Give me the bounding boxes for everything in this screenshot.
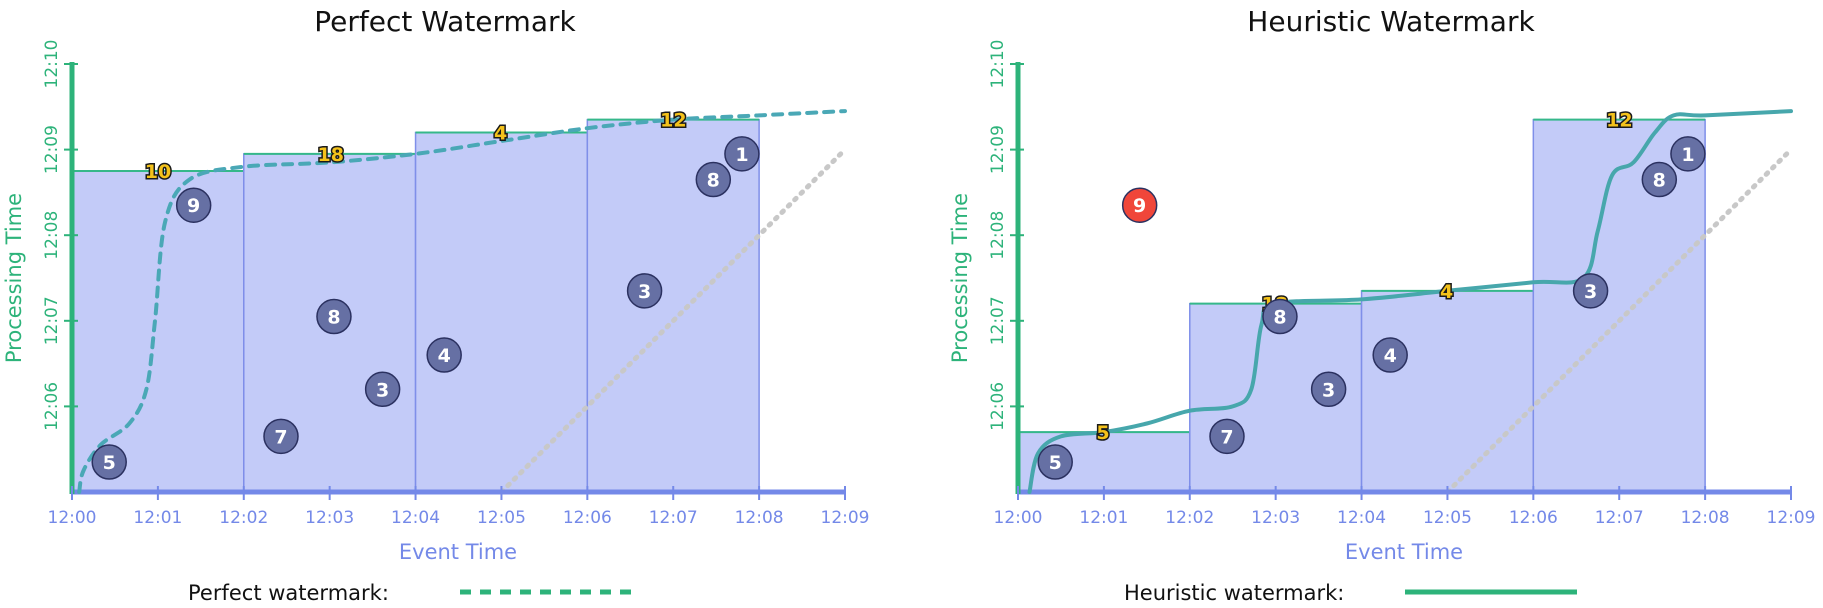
pane-result-label: 5 [1096, 422, 1109, 444]
chart-marks: 12:00 12:01 12:02 12:03 12:04 12:05 12:06 12:07… [42, 40, 870, 529]
data-point [426, 337, 462, 373]
chart-marks: 12:00 12:01 12:02 12:03 12:04 12:05 12:06 12:07… [988, 40, 1816, 529]
watermark-line [1027, 109, 1793, 494]
x-tick-label: 12:09 [821, 508, 870, 528]
data-point [724, 136, 760, 172]
x-tick-label: 12:02 [219, 508, 268, 528]
data-point-label: 7 [274, 426, 287, 448]
x-tick-label: 12:08 [735, 508, 784, 528]
data-point-label: 8 [327, 307, 340, 329]
data-point-label: 3 [1322, 379, 1335, 401]
y-tick-label: 12:09 [988, 125, 1008, 174]
y-tick-label: 12:08 [988, 211, 1008, 260]
y-tick-label: 12:09 [42, 125, 62, 174]
data-point [1310, 371, 1347, 408]
x-tick-label: 12:04 [391, 508, 440, 528]
x-tick-label: 12:05 [1423, 508, 1472, 528]
chart-title: Heuristic Watermark [1247, 5, 1535, 38]
data-point-label: 4 [1384, 345, 1397, 367]
data-point-label: 3 [1584, 281, 1597, 303]
pane-result-label: 10 [145, 161, 171, 183]
x-tick-label: 12:04 [1337, 508, 1386, 528]
x-tick-label: 12:03 [305, 508, 354, 528]
x-tick-label: 12:01 [133, 508, 182, 528]
x-tick-label: 12:00 [994, 508, 1043, 528]
window-pane [1532, 118, 1706, 493]
data-point-label: 4 [438, 345, 451, 367]
pane-result-label: 18 [318, 144, 344, 166]
data-point [364, 371, 401, 408]
y-tick-label: 12:10 [42, 40, 62, 89]
data-point-label: 8 [707, 170, 720, 192]
late-data-point [1121, 187, 1158, 223]
data-point [1372, 337, 1408, 373]
data-point [263, 418, 299, 455]
data-point-label: 3 [638, 281, 651, 303]
data-point [626, 273, 663, 309]
data-point [695, 161, 732, 198]
x-tick-label: 12:08 [1681, 508, 1730, 528]
data-point-label: 3 [376, 379, 389, 401]
x-tick-label: 12:06 [563, 508, 612, 528]
watermark-line [77, 109, 847, 494]
legend-label: Heuristic watermark: [1124, 581, 1344, 605]
pane-result-label: 12 [1606, 110, 1632, 132]
y-tick-label: 12:06 [988, 382, 1008, 431]
window-pane [1360, 290, 1535, 493]
pane-result-label: 4 [494, 122, 507, 144]
data-point-label: 5 [103, 452, 116, 474]
data-point [1037, 444, 1073, 480]
data-point-label: 1 [735, 144, 748, 166]
y-axis-label: Processing Time [2, 193, 26, 363]
window-pane [586, 118, 760, 493]
legend-label: Perfect watermark: [188, 581, 389, 605]
x-tick-label: 12:07 [1595, 508, 1644, 528]
y-tick-label: 12:07 [42, 296, 62, 345]
x-tick-label: 12:07 [649, 508, 698, 528]
data-point [175, 187, 212, 223]
data-point-label: 8 [1273, 307, 1286, 329]
x-tick-label: 12:05 [477, 508, 526, 528]
data-point [91, 444, 127, 480]
data-point [1670, 136, 1706, 172]
data-point [316, 298, 352, 335]
data-point-label: 5 [1049, 452, 1062, 474]
window-pane [71, 170, 245, 493]
pane-result-label: 4 [1440, 281, 1453, 303]
chart-title: Perfect Watermark [314, 5, 576, 38]
x-tick-label: 12:01 [1079, 508, 1128, 528]
data-point [1641, 161, 1678, 198]
x-tick-label: 12:09 [1767, 508, 1816, 528]
ideal-line [498, 147, 848, 495]
y-tick-label: 12:10 [988, 40, 1008, 89]
data-point-label: 9 [1133, 195, 1146, 217]
perfect-watermark-chart: Perfect Watermark Event Time Processing … [2, 5, 870, 605]
window-pane [414, 131, 589, 493]
y-axis-label: Processing Time [948, 193, 972, 363]
y-tick-label: 12:07 [988, 296, 1008, 345]
data-point-label: 9 [187, 195, 200, 217]
data-point [1209, 418, 1245, 455]
x-tick-label: 12:03 [1251, 508, 1300, 528]
x-tick-label: 12:00 [48, 508, 97, 528]
x-tick-label: 12:06 [1509, 508, 1558, 528]
x-tick-label: 12:02 [1165, 508, 1214, 528]
y-tick-label: 12:06 [42, 382, 62, 431]
ideal-line [1444, 147, 1794, 495]
y-tick-label: 12:08 [42, 211, 62, 260]
data-point [1572, 273, 1609, 309]
data-point [1262, 298, 1298, 335]
pane-result-label: 12 [660, 110, 686, 132]
x-axis-label: Event Time [1345, 540, 1463, 564]
data-point-label: 7 [1220, 426, 1233, 448]
x-axis-label: Event Time [399, 540, 517, 564]
data-point-label: 1 [1681, 144, 1694, 166]
data-point-label: 8 [1653, 170, 1666, 192]
heuristic-watermark-chart: Heuristic Watermark Event Time Processin… [948, 5, 1816, 605]
